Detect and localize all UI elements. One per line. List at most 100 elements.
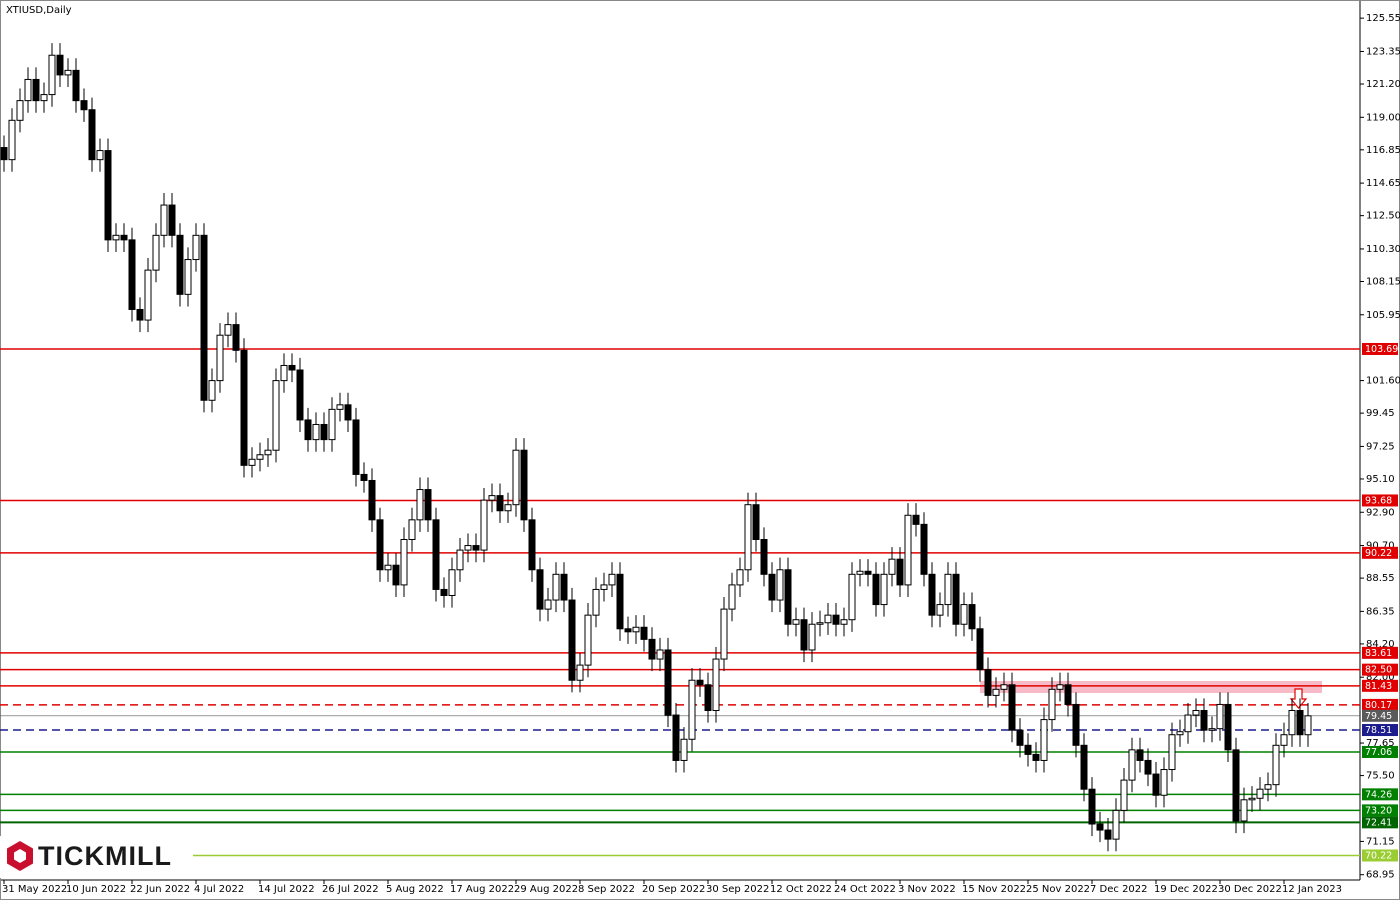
candle-body-down xyxy=(520,449,528,521)
candle-body-up xyxy=(1040,719,1048,761)
candle-body-up xyxy=(1160,769,1168,796)
brand-icon-inner xyxy=(14,849,26,863)
candle-body-up xyxy=(744,504,752,571)
candle-body-up xyxy=(544,599,552,610)
candle-body-up xyxy=(464,545,472,551)
candle-body-up xyxy=(680,738,688,761)
candle-body-down xyxy=(88,109,96,161)
candle-body-down xyxy=(168,204,176,236)
candle-body-down xyxy=(664,649,672,716)
candle-body-down xyxy=(320,423,328,441)
level-label: 80.17 xyxy=(1365,700,1392,711)
y-tick-label: 84.20 xyxy=(1366,639,1395,650)
y-tick-label: 88.55 xyxy=(1366,573,1395,584)
y-tick-label: 114.65 xyxy=(1366,178,1400,189)
level-label: 79.45 xyxy=(1365,711,1392,722)
y-tick-label: 75.50 xyxy=(1366,771,1395,782)
x-tick-label: 22 Jun 2022 xyxy=(130,884,190,895)
level-label: 90.22 xyxy=(1365,548,1392,559)
candle-body-down xyxy=(32,78,40,102)
level-label: 74.26 xyxy=(1365,789,1392,800)
level-label: 77.06 xyxy=(1365,747,1392,758)
level-label-box xyxy=(1362,804,1398,817)
candle-body-up xyxy=(712,658,720,712)
candle-body-down xyxy=(616,573,624,630)
candle-body-up xyxy=(1056,684,1064,690)
level-label-box xyxy=(1362,724,1398,737)
candle-body-up xyxy=(1112,809,1120,840)
candle-body-up xyxy=(1248,797,1256,801)
candle-body-up xyxy=(1000,684,1008,690)
candle-body-up xyxy=(1240,799,1248,822)
resistance-zone xyxy=(980,681,1322,693)
y-tick-label: 99.45 xyxy=(1366,408,1395,419)
candle-body-up xyxy=(584,614,592,666)
candle-body-up xyxy=(608,573,616,586)
x-tick-label: 31 May 2022 xyxy=(2,884,67,895)
y-tick-label: 116.85 xyxy=(1366,145,1400,156)
candle-body-down xyxy=(424,489,432,521)
candle-body-up xyxy=(312,423,320,441)
candle-body-up xyxy=(64,69,72,76)
candle-body-down xyxy=(1032,753,1040,761)
candle-body-up xyxy=(8,119,16,161)
candle-body-down xyxy=(80,100,88,111)
candle-body-down xyxy=(56,54,64,76)
y-tick-label: 77.65 xyxy=(1366,738,1395,749)
candle-body-down xyxy=(864,570,872,575)
candle-body-down xyxy=(800,619,808,651)
candle-body-down xyxy=(1136,749,1144,761)
x-tick-label: 29 Aug 2022 xyxy=(514,884,578,895)
candle-body-up xyxy=(272,380,280,451)
candle-body-up xyxy=(336,404,344,410)
candle-body-up xyxy=(840,619,848,625)
y-tick-label: 110.30 xyxy=(1366,244,1400,255)
candle-body-down xyxy=(640,626,648,640)
level-label-box xyxy=(1362,745,1398,758)
candle-body-up xyxy=(1272,744,1280,786)
candle-body-down xyxy=(1232,749,1240,822)
candle-body-down xyxy=(1224,703,1232,751)
candle-body-up xyxy=(944,573,952,606)
candle-body-up xyxy=(816,622,824,625)
candle-body-up xyxy=(144,269,152,321)
candle-body-down xyxy=(72,69,80,102)
x-tick-label: 5 Aug 2022 xyxy=(386,884,444,895)
candle-body-up xyxy=(264,449,272,456)
level-label: 83.61 xyxy=(1365,648,1392,659)
candle-body-down xyxy=(1088,788,1096,825)
y-tick-label: 101.60 xyxy=(1366,376,1400,387)
candle-body-up xyxy=(96,150,104,161)
candle-body-up xyxy=(152,234,160,271)
x-tick-label: 12 Oct 2022 xyxy=(770,884,832,895)
candle-body-up xyxy=(112,234,120,241)
candle-body-up xyxy=(792,619,800,625)
candle-body-down xyxy=(296,369,304,421)
x-tick-label: 8 Sep 2022 xyxy=(578,884,635,895)
candle-body-down xyxy=(568,599,576,681)
candle-body-up xyxy=(1288,710,1296,736)
x-tick-label: 25 Nov 2022 xyxy=(1026,884,1090,895)
candle-body-down xyxy=(704,684,712,712)
y-tick-label: 86.35 xyxy=(1366,606,1395,617)
level-label-box xyxy=(1362,494,1398,507)
candle-body-down xyxy=(304,419,312,441)
candle-body-down xyxy=(672,714,680,761)
candle-body-up xyxy=(600,584,608,590)
candle-body-down xyxy=(984,669,992,696)
candle-body-up xyxy=(488,495,496,501)
y-tick-label: 125.55 xyxy=(1366,13,1400,24)
level-label-box xyxy=(1362,698,1398,711)
candle-body-up xyxy=(1192,710,1200,716)
chart-title: XTIUSD,Daily xyxy=(6,5,72,16)
candle-body-up xyxy=(888,558,896,575)
candle-body-down xyxy=(1104,829,1112,840)
candle-body-down xyxy=(896,558,904,586)
y-tick-label: 112.50 xyxy=(1366,211,1400,222)
level-label: 70.22 xyxy=(1365,850,1392,861)
candle-body-down xyxy=(496,495,504,512)
candle-body-down xyxy=(176,234,184,295)
candle-body-up xyxy=(160,204,168,236)
candle-body-down xyxy=(104,150,112,241)
